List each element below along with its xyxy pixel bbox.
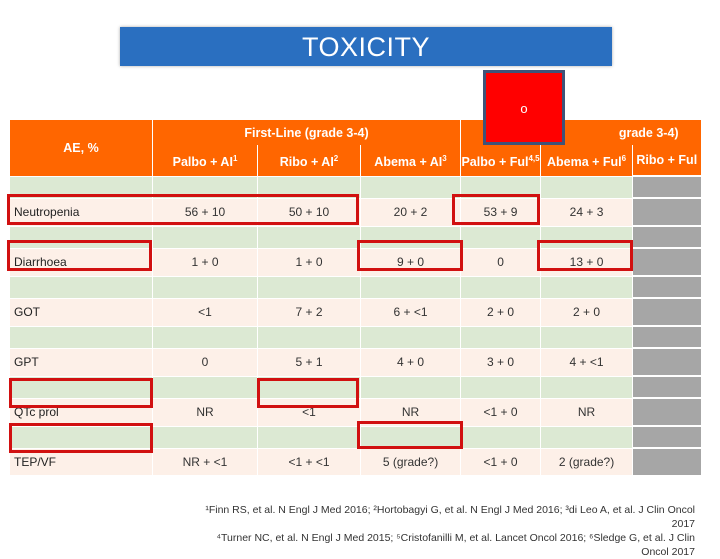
highlight-diarrhoea-label: [7, 240, 152, 271]
ae-label: Diarrhoea: [9, 247, 153, 276]
col-header-palbo-ful: Palbo + Ful4,5: [460, 145, 541, 176]
reference-line-2: ⁴Turner NC, et al. N Engl J Med 2015; ⁵C…: [216, 532, 695, 558]
highlight-qtc-ribo-ai: [257, 378, 359, 408]
references: ¹Finn RS, et al. N Engl J Med 2016; ²Hor…: [205, 503, 695, 559]
col-header-ribo-ful: Ribo + Ful: [632, 145, 701, 176]
ae-label: GPT: [9, 347, 153, 376]
col-header-ribo-ai: Ribo + AI2: [257, 145, 361, 176]
col-header-abema-ai: Abema + AI3: [359, 145, 461, 176]
highlight-neutropenia-first-line: [7, 194, 359, 225]
ae-label: GOT: [9, 297, 153, 326]
highlight-qtc-label: [9, 378, 153, 408]
toxicity-table: AE, % First-Line (grade 3-4) grade 3-4) …: [9, 120, 701, 475]
reference-line-1: ¹Finn RS, et al. N Engl J Med 2016; ²Hor…: [205, 504, 695, 530]
overlay-note-box: o: [483, 70, 565, 145]
ae-header: AE, %: [9, 120, 153, 176]
highlight-tepvf-label: [9, 423, 153, 453]
highlight-tepvf-abema-ai: [357, 421, 463, 449]
col-header-abema-ful: Abema + Ful6: [540, 145, 633, 176]
ae-label: QTc prol: [9, 397, 153, 426]
highlight-neutropenia-palbo-ful: [452, 194, 540, 225]
col-header-palbo-ai: Palbo + AI1: [152, 145, 258, 176]
highlight-diarrhoea-abema-ai: [357, 240, 463, 271]
slide-title: TOXICITY: [120, 27, 612, 66]
table-row: Neutropenia 56 + 10 50 + 10 20 + 2 53 + 9 …: [9, 197, 701, 226]
ae-label: Neutropenia: [9, 197, 153, 226]
table-row: GOT <1 7 + 2 6 + <1 2 + 0 2 + 0: [9, 297, 701, 326]
highlight-diarrhoea-abema-ful: [537, 240, 633, 271]
first-line-group-header: First-Line (grade 3-4): [151, 120, 461, 145]
